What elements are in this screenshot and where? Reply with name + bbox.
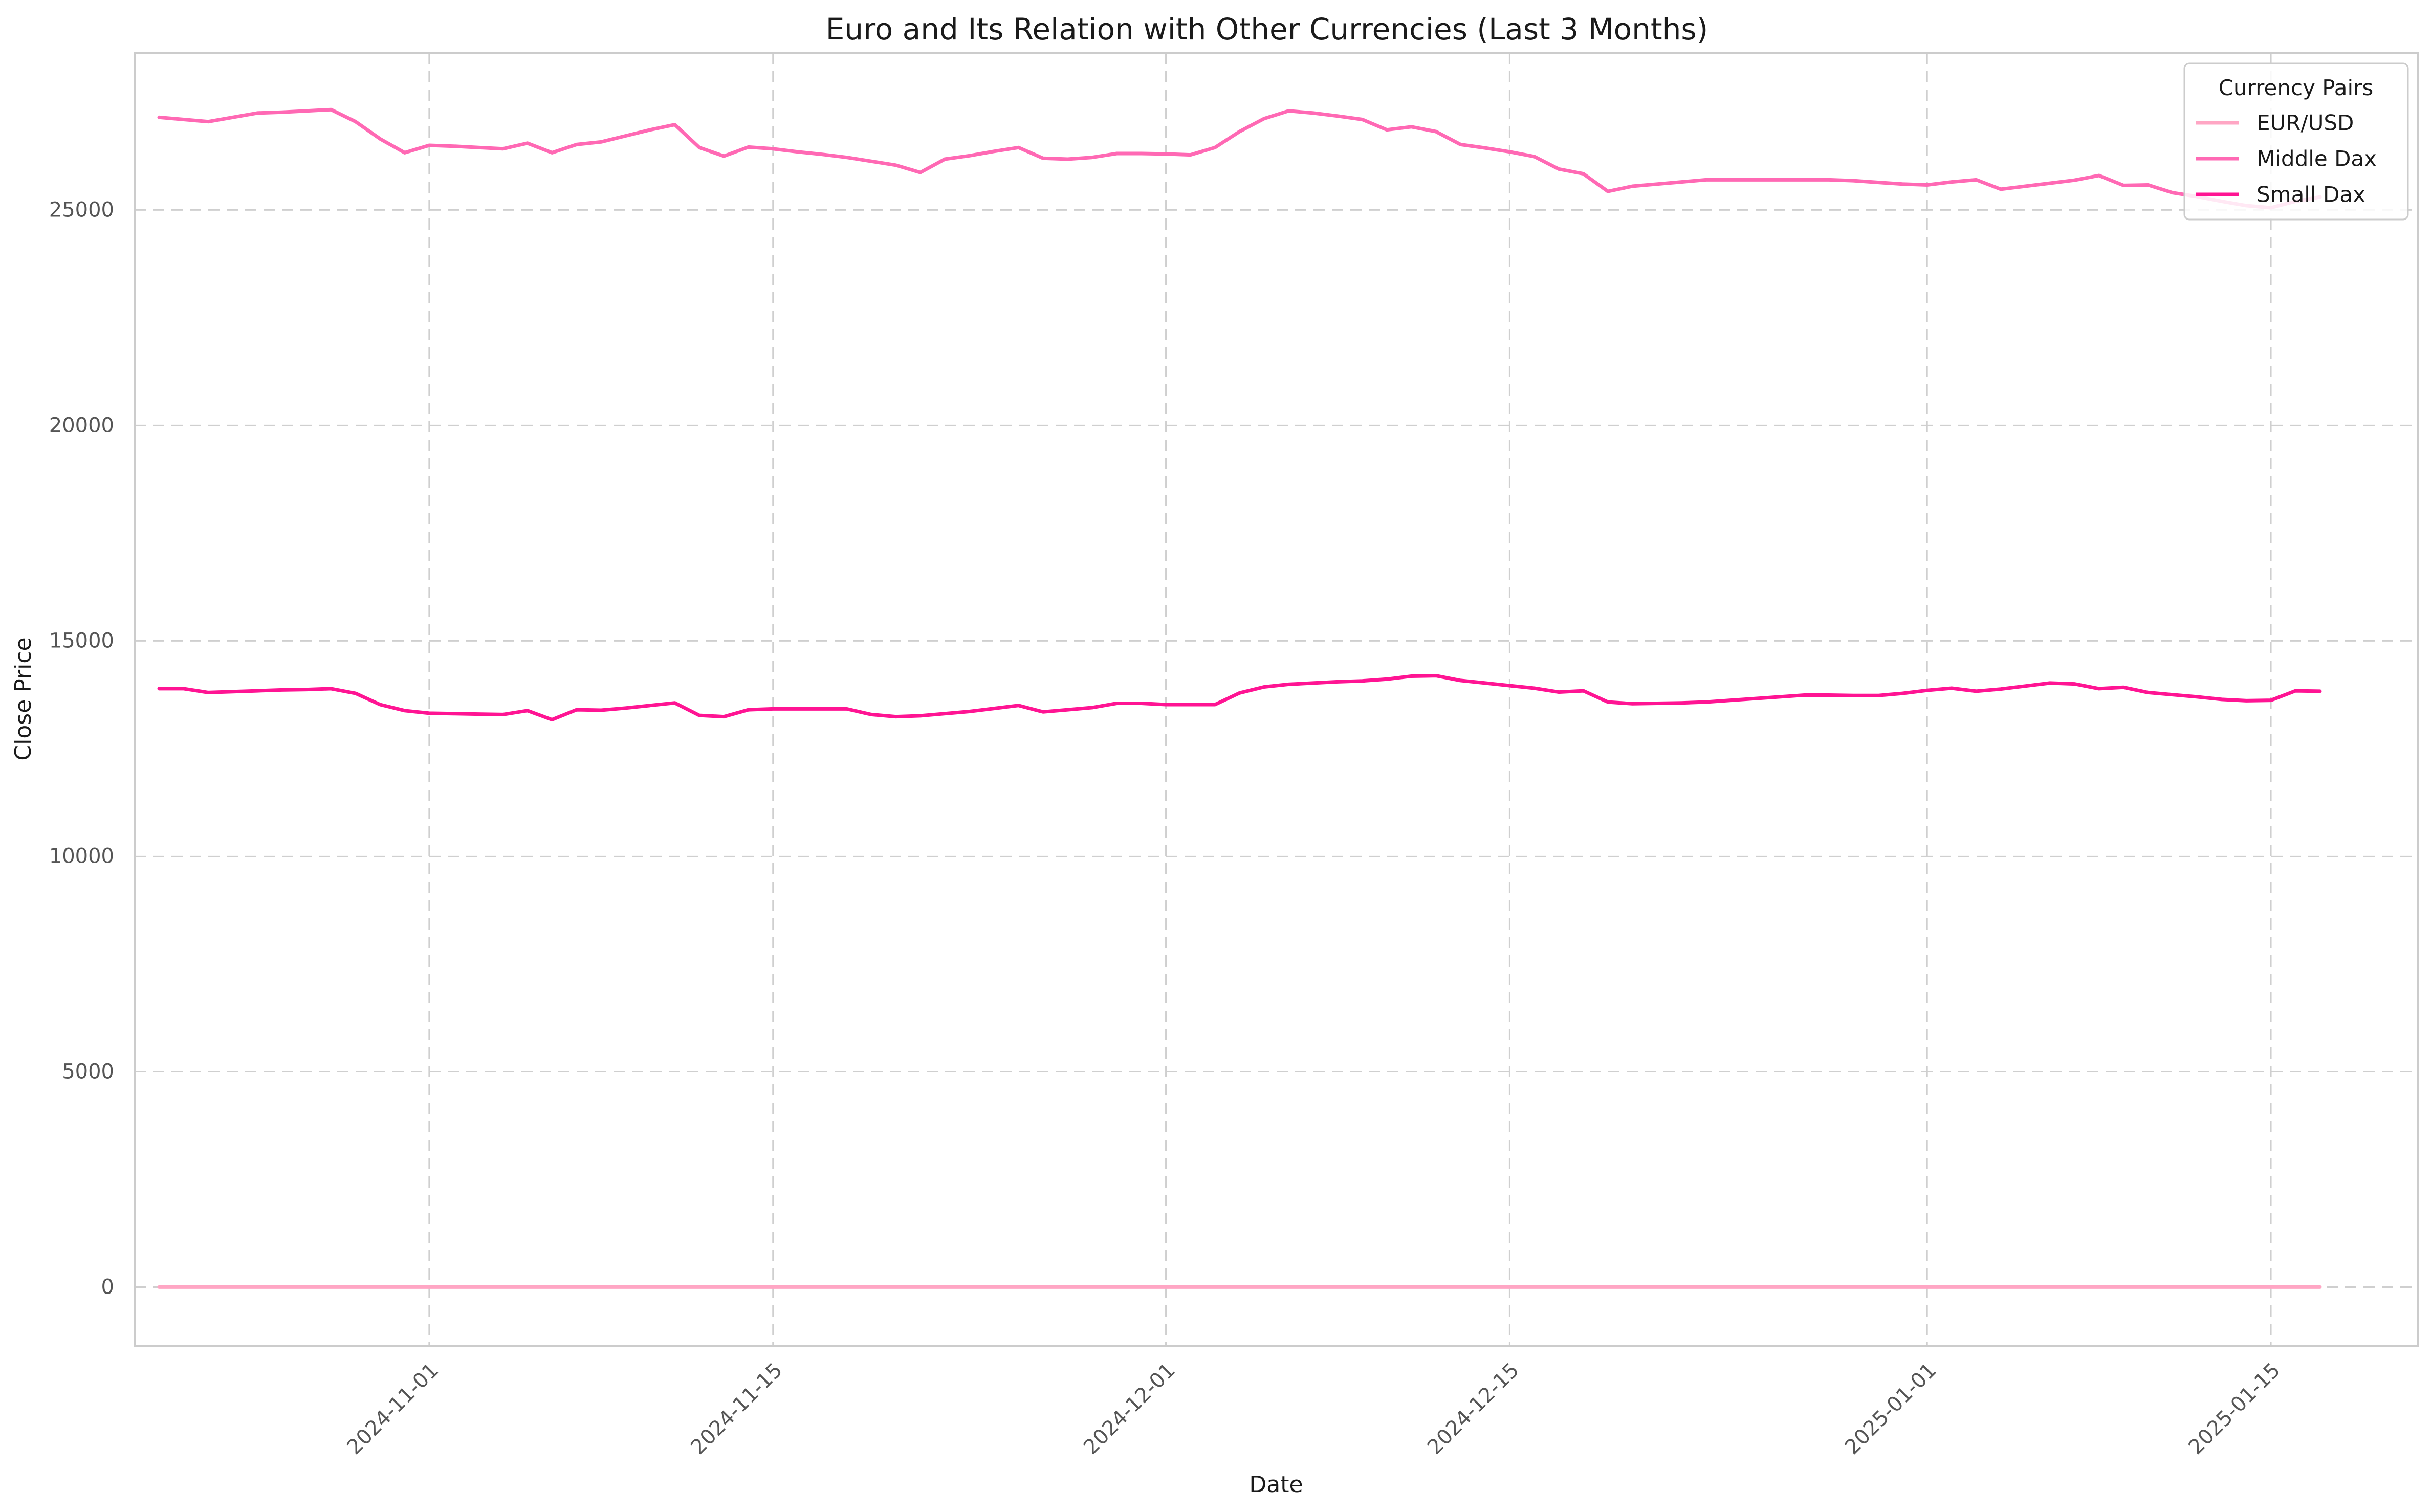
y-tick-label: 0 (101, 1275, 114, 1299)
x-axis-label: Date (1249, 1472, 1303, 1498)
series-line-small-dax (157, 674, 2322, 721)
y-tick-label: 10000 (49, 844, 114, 868)
legend-box (2183, 62, 2409, 221)
y-axis-ticks: 0 5000 10000 15000 20000 25000 (49, 198, 114, 1299)
y-tick-label: 25000 (49, 198, 114, 222)
legend-items: EUR/USD Middle Dax Small Dax (2196, 111, 2377, 207)
series-layer (157, 107, 2322, 1289)
series-line-middle-dax (157, 107, 2322, 210)
legend: Currency Pairs EUR/USD Middle Dax Small Da… (2183, 62, 2409, 221)
chart-title: Euro and Its Relation with Other Currenc… (826, 12, 1708, 47)
legend-label: EUR/USD (2256, 111, 2354, 136)
plot-frame (134, 52, 2419, 1347)
legend-label: Middle Dax (2256, 146, 2377, 171)
legend-label: Small Dax (2256, 182, 2365, 207)
legend-title: Currency Pairs (2219, 75, 2374, 100)
y-tick-label: 20000 (49, 413, 114, 437)
y-tick-label: 15000 (49, 629, 114, 652)
y-axis-label: Close Price (10, 637, 36, 760)
y-tick-label: 5000 (62, 1060, 114, 1083)
